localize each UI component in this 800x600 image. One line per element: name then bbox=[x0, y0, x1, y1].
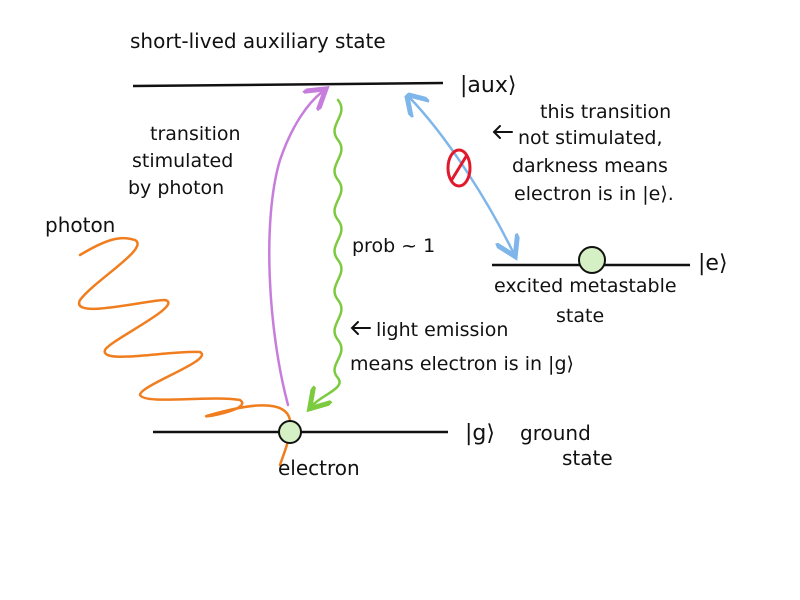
excited-label-line2: state bbox=[556, 305, 604, 327]
note-line4: electron is in |e⟩. bbox=[514, 183, 674, 205]
note-line3: darkness means bbox=[512, 155, 668, 177]
electron-excited-dot bbox=[578, 246, 606, 274]
aux-level-line bbox=[132, 81, 444, 88]
electron-ground-dot bbox=[278, 420, 302, 444]
forbidden-icon bbox=[446, 148, 472, 188]
aux-ket-label: |aux⟩ bbox=[460, 73, 516, 98]
electron-label: electron bbox=[278, 456, 360, 480]
emission-wave-arrow bbox=[313, 98, 343, 405]
ground-label-line1: ground bbox=[520, 421, 591, 445]
aux-state-title: short-lived auxiliary state bbox=[130, 29, 386, 53]
note-line1: this transition bbox=[540, 101, 671, 123]
stimulated-transition-arrow bbox=[268, 92, 322, 407]
emission-label-line2: means electron is in |g⟩ bbox=[350, 353, 574, 375]
emission-label-line1: light emission bbox=[376, 319, 508, 341]
photon-wave bbox=[78, 236, 292, 467]
blocked-transition-arrow bbox=[410, 98, 513, 252]
ground-label-line2: state bbox=[562, 446, 613, 470]
excited-label-line1: excited metastable bbox=[494, 275, 677, 297]
g-ket-label: |g⟩ bbox=[465, 421, 495, 446]
stimulated-label-line3: by photon bbox=[128, 177, 224, 199]
prob-label: prob ~ 1 bbox=[352, 235, 435, 257]
stimulated-label-line2: stimulated bbox=[132, 150, 233, 172]
emission-pointer-icon bbox=[350, 321, 371, 335]
note-line2: not stimulated, bbox=[518, 127, 663, 149]
e-ket-label: |e⟩ bbox=[698, 251, 728, 276]
stimulated-label-line1: transition bbox=[150, 123, 241, 145]
note-pointer-icon bbox=[492, 125, 513, 139]
photon-label: photon bbox=[45, 213, 115, 237]
